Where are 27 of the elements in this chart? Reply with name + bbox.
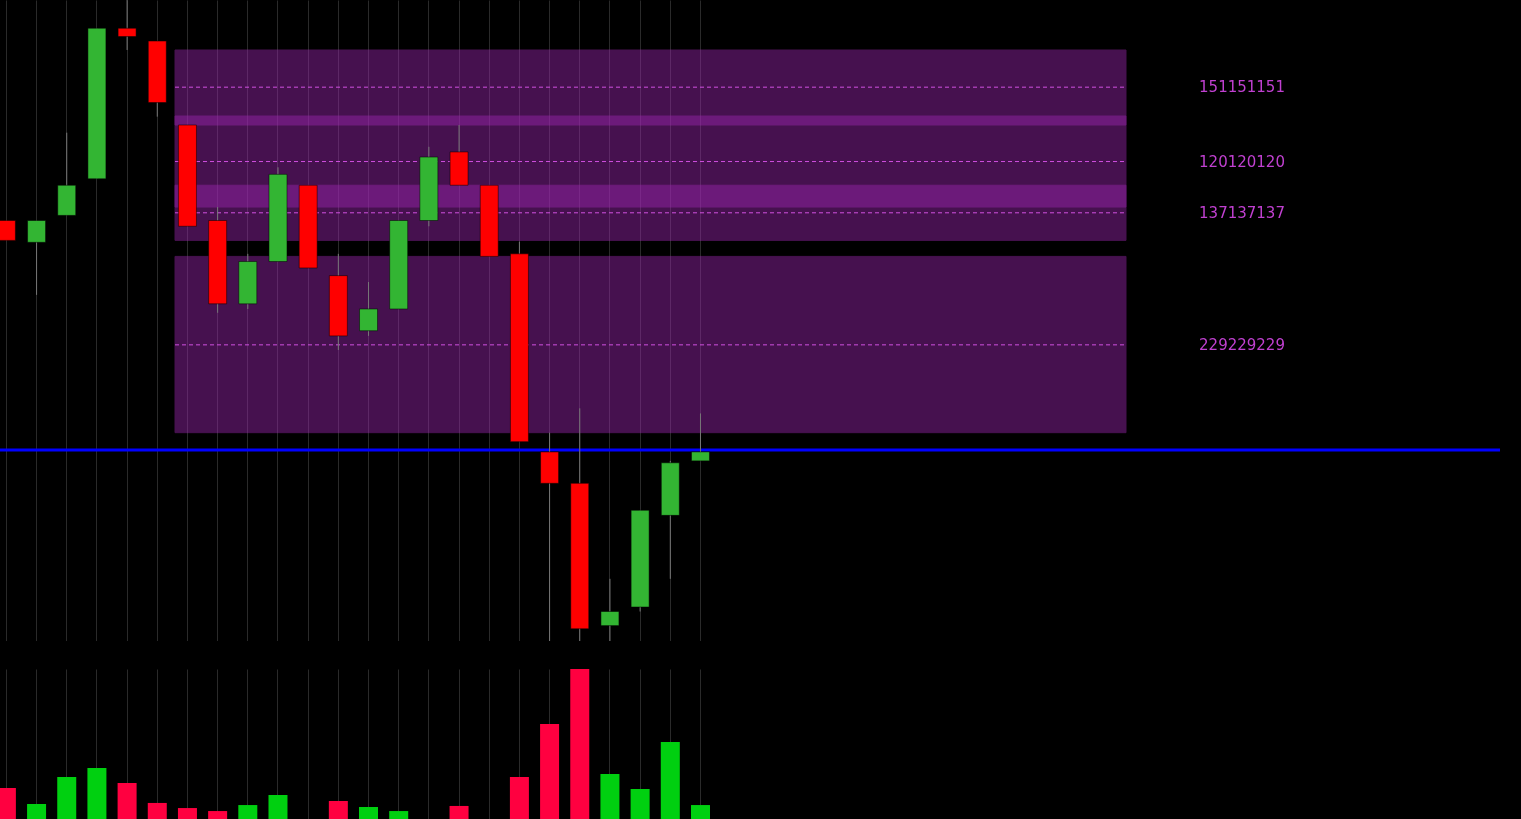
- bar: [359, 807, 379, 819]
- bar: [449, 805, 469, 819]
- text: 120120120: [1199, 152, 1285, 171]
- bar: [690, 805, 710, 819]
- text: 151151151: [1199, 78, 1285, 97]
- text: 137137137: [1199, 203, 1285, 222]
- bar: [509, 777, 529, 819]
- candlestick: [27, 220, 46, 296]
- bar: [389, 811, 409, 819]
- bar: [600, 774, 620, 819]
- bar: [540, 724, 560, 819]
- bar: [27, 804, 47, 819]
- bar: [238, 805, 258, 819]
- bar: [570, 669, 590, 819]
- bar: [328, 801, 348, 819]
- bar: [117, 783, 137, 819]
- bar: [660, 742, 680, 819]
- bar: [87, 768, 107, 819]
- text: 229229229: [1199, 335, 1285, 354]
- bar: [208, 811, 228, 819]
- candlestick: [691, 412, 710, 462]
- bar: [177, 808, 197, 819]
- bar: [630, 789, 650, 819]
- bar: [147, 802, 167, 819]
- bar: [268, 795, 288, 819]
- bar: [57, 777, 77, 819]
- candlestick: [359, 281, 378, 337]
